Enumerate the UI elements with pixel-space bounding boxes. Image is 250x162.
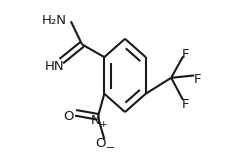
Text: F: F — [182, 48, 189, 61]
Text: −: − — [106, 143, 115, 153]
Text: +: + — [99, 120, 106, 129]
Text: F: F — [194, 73, 201, 86]
Text: O: O — [96, 137, 106, 150]
Text: HN: HN — [45, 60, 64, 73]
Text: F: F — [182, 98, 189, 111]
Text: N: N — [91, 114, 101, 127]
Text: O: O — [64, 110, 74, 122]
Text: H₂N: H₂N — [42, 14, 67, 27]
